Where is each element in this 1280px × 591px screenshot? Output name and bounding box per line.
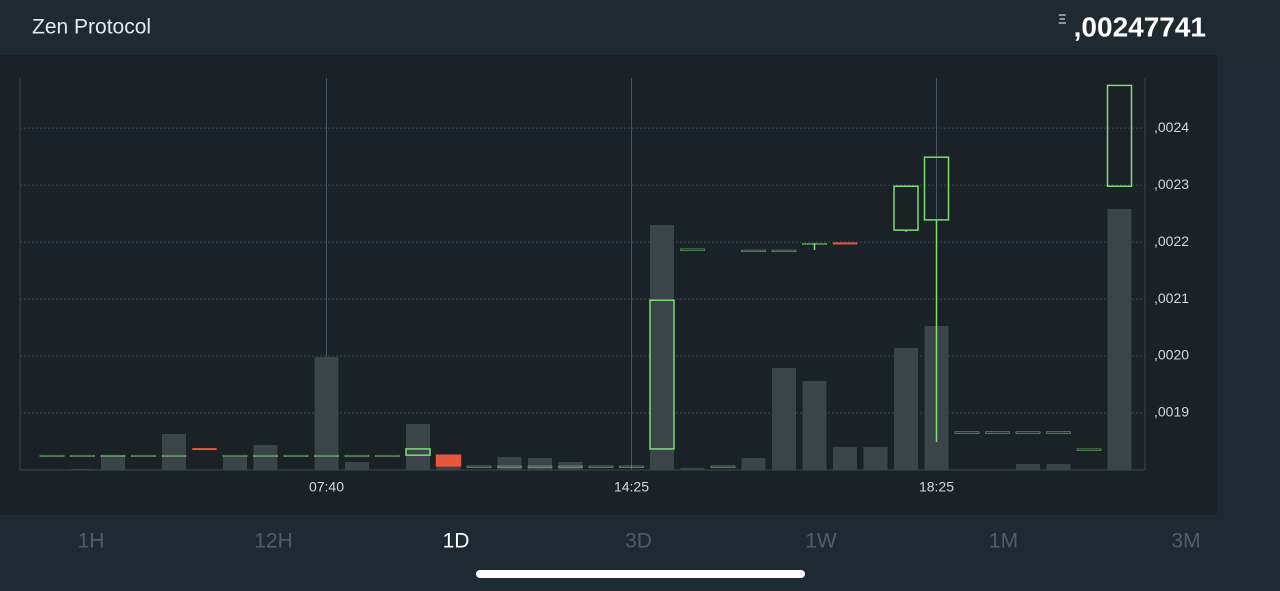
- candle-body: [649, 299, 675, 450]
- volume-bar: [1107, 209, 1132, 470]
- candle-body: [192, 448, 217, 451]
- candle-body: [222, 454, 248, 457]
- volume-bar: [1016, 464, 1040, 470]
- candle-body: [314, 454, 339, 457]
- candle-body: [497, 465, 522, 468]
- volume-bar: [314, 357, 339, 470]
- y-tick-label: ,0024: [1154, 119, 1189, 135]
- volume-bar: [162, 434, 186, 470]
- timeframe-tabs: 1H 12H 1D 3D 1W 1M 3M: [78, 530, 1201, 553]
- y-tick-label: ,0020: [1154, 347, 1189, 363]
- candle-body: [1076, 448, 1102, 451]
- candle-body: [527, 465, 553, 468]
- volume-bar: [772, 368, 796, 470]
- candle-body: [131, 454, 156, 457]
- candle-body: [39, 454, 65, 457]
- candle-body: [1015, 431, 1041, 434]
- candle-body: [771, 249, 797, 252]
- tab[interactable]: 3M: [1171, 530, 1200, 553]
- candle-body: [923, 156, 950, 221]
- volume-bar: [253, 445, 278, 470]
- y-tick-label: ,0023: [1154, 176, 1189, 192]
- volume-bar: [802, 381, 827, 470]
- candle-body: [832, 242, 858, 245]
- candle-body: [802, 242, 827, 245]
- plot: ,0019 ,0020 ,0021 ,0022 ,0023 ,0024 07:40 14:25…: [20, 78, 1189, 495]
- candle-body: [680, 248, 705, 251]
- candle-body: [70, 454, 95, 457]
- price: ,00247741: [1074, 11, 1206, 42]
- candle-body: [344, 454, 370, 457]
- volume-bar: [680, 468, 705, 470]
- y-tick-label: ,0022: [1154, 233, 1189, 249]
- candle-body: [1106, 84, 1133, 188]
- volume-bar: [741, 458, 766, 470]
- tab[interactable]: 12H: [254, 530, 293, 553]
- volume-bar: [894, 348, 918, 470]
- candle-body: [100, 454, 126, 457]
- tab-active[interactable]: 1D: [443, 530, 470, 553]
- volume-bar: [406, 424, 430, 470]
- asset-title: Zen Protocol: [32, 16, 151, 39]
- currency-icon: Ξ: [1058, 11, 1066, 26]
- volume-bar: [863, 447, 888, 470]
- candle-body: [253, 454, 278, 457]
- candle-body: [985, 431, 1010, 434]
- candle-body: [161, 454, 187, 457]
- volume-bar: [345, 462, 369, 470]
- volume-bar: [650, 225, 674, 470]
- y-tick-label: ,0019: [1154, 404, 1189, 420]
- tab[interactable]: 1W: [805, 530, 837, 553]
- volume-bar: [70, 469, 95, 470]
- home-indicator: [476, 570, 805, 578]
- candle-body: [710, 465, 736, 468]
- volume-bar: [223, 457, 247, 470]
- volume-bar: [1046, 464, 1071, 470]
- volume-bar: [833, 447, 857, 470]
- y-tick-label: ,0021: [1154, 290, 1189, 306]
- header-bar: [0, 0, 1280, 55]
- candle-body: [558, 465, 583, 468]
- candle-body: [954, 431, 980, 434]
- tab[interactable]: 1M: [989, 530, 1018, 553]
- volume-bar: [497, 457, 522, 470]
- tab[interactable]: 1H: [78, 530, 105, 553]
- candle-body: [375, 454, 400, 457]
- candle-body: [466, 465, 492, 468]
- volume-bar: [101, 455, 125, 470]
- candle-body: [435, 454, 462, 467]
- candle-body: [283, 454, 309, 457]
- x-tick-label: 18:25: [919, 479, 954, 495]
- candle-body: [1046, 431, 1071, 434]
- tab[interactable]: 3D: [625, 530, 652, 553]
- volume-bar: [528, 458, 552, 470]
- x-tick-label: 14:25: [614, 479, 649, 495]
- candle-body: [619, 465, 644, 468]
- candle-body: [893, 185, 919, 231]
- x-tick-label: 07:40: [309, 479, 344, 495]
- candle-body: [741, 249, 766, 252]
- candle-body: [405, 448, 431, 456]
- volume-bar: [436, 467, 461, 470]
- chart-panel: [0, 0, 1217, 515]
- candle-body: [588, 465, 614, 468]
